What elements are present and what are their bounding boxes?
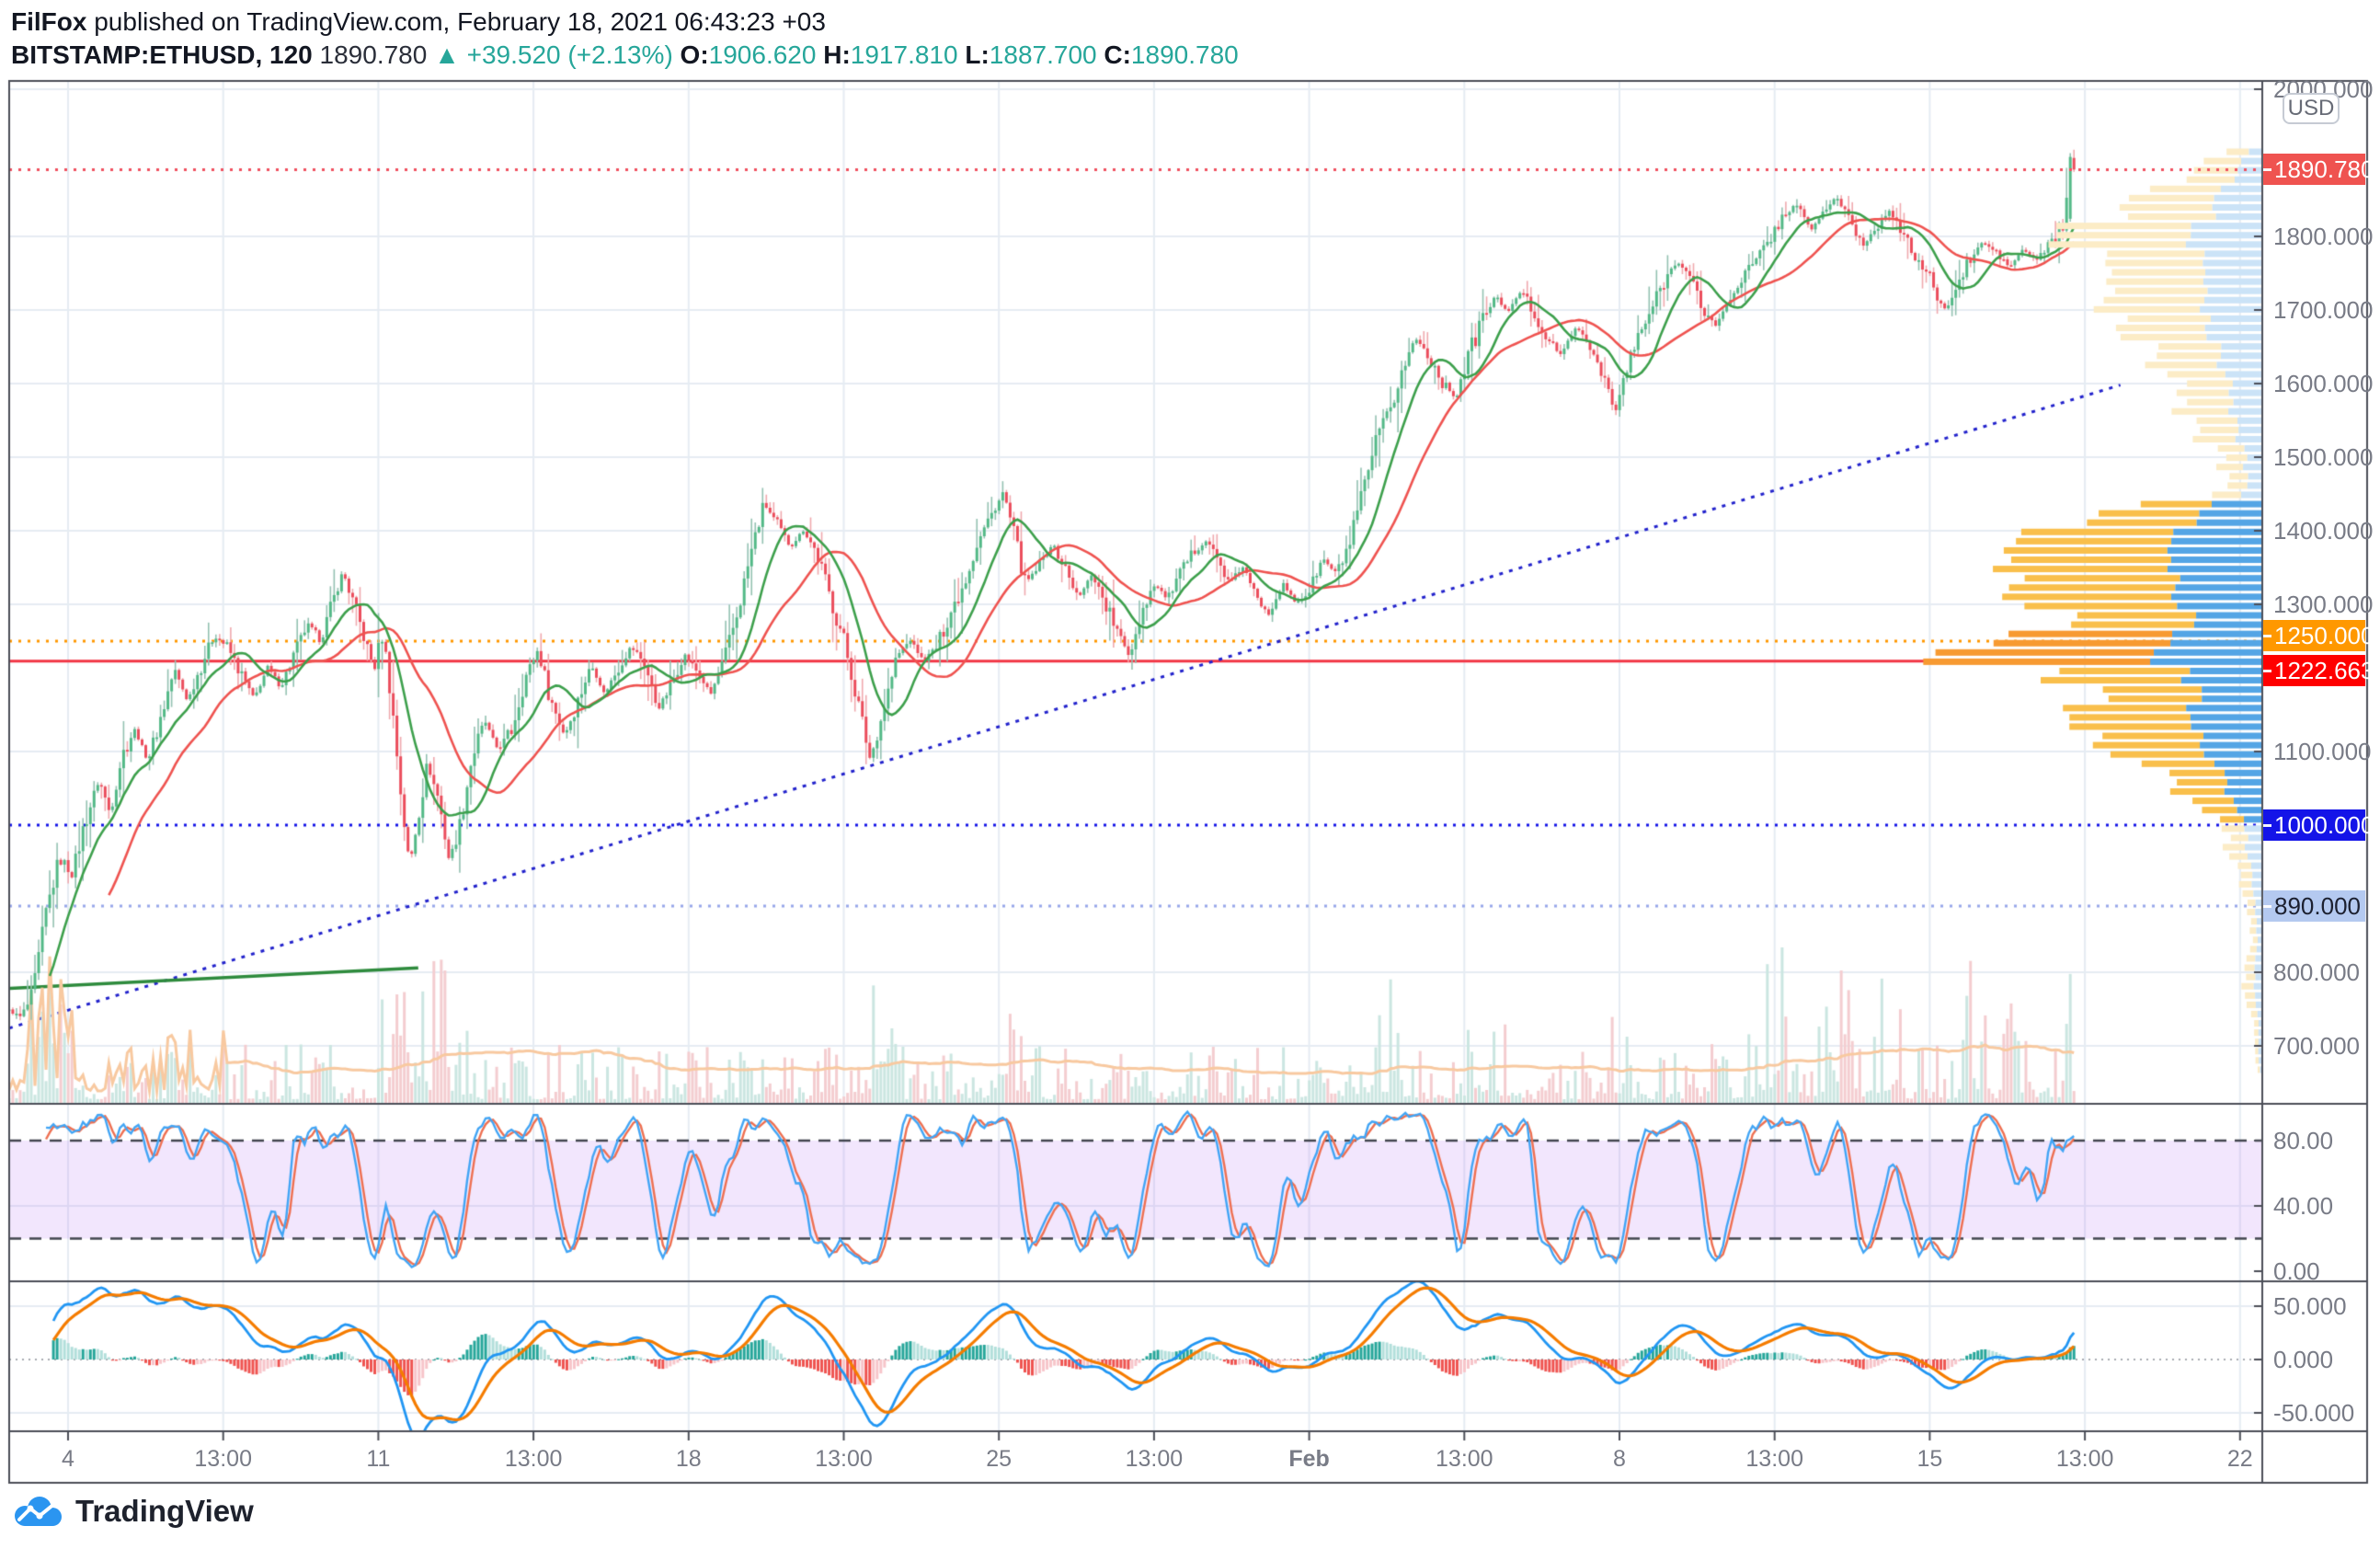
chip-tick-mark — [2263, 905, 2271, 908]
cloud-logo-icon — [15, 1497, 62, 1526]
open-label — [673, 40, 681, 69]
publish-note: published on TradingView.com, February 1… — [86, 7, 826, 36]
stoch-tick-label: 80.00 — [2273, 1127, 2334, 1154]
close-value: 1890.780 — [1130, 40, 1239, 69]
price-tick-label: 800.000 — [2273, 958, 2360, 986]
time-tick-label: 25 — [986, 1446, 1013, 1472]
price-tick-label: 1300.000 — [2273, 591, 2374, 618]
time-tick-label: 8 — [1613, 1446, 1626, 1472]
time-tick-label: 18 — [675, 1446, 702, 1472]
macd-pane[interactable] — [9, 1281, 2262, 1431]
price-change-value: ▲ +39.520 (+2.13%) — [434, 40, 673, 69]
time-tick-label: 13:00 — [1745, 1446, 1803, 1472]
time-tick-label: 15 — [1917, 1446, 1943, 1472]
time-tick-label: 13:00 — [194, 1446, 252, 1472]
time-tick-label: 13:00 — [504, 1446, 563, 1472]
price-tick-label: 1700.000 — [2273, 296, 2374, 324]
open-value: 1906.620 — [708, 40, 817, 69]
price-tick-label: 1600.000 — [2273, 370, 2374, 397]
tradingview-logo[interactable]: TradingView — [13, 1494, 254, 1529]
logo-text: TradingView — [75, 1494, 254, 1528]
chip-tick-mark — [2263, 669, 2271, 672]
stoch-tick-label: 40.00 — [2273, 1192, 2334, 1220]
price-pane[interactable] — [9, 81, 2262, 1104]
stoch-tick-label: 0.00 — [2273, 1257, 2320, 1285]
time-tick-label: 11 — [366, 1446, 391, 1472]
price-tick-label: 1800.000 — [2273, 223, 2374, 250]
time-tick-label: 13:00 — [1125, 1446, 1184, 1472]
author-name: FilFox — [11, 7, 87, 36]
currency-badge[interactable]: USD — [2283, 93, 2340, 124]
time-tick-label: 13:00 — [1436, 1446, 1493, 1472]
price-level-chip: 1890.780 — [2263, 154, 2374, 186]
high-value: 1917.810 — [850, 40, 958, 69]
price-tick-label: 1100.000 — [2273, 738, 2372, 765]
price-level-chip: 1222.663 — [2263, 654, 2374, 686]
macd-tick-label: 0.000 — [2273, 1346, 2334, 1373]
chip-tick-mark — [2263, 824, 2271, 827]
last-price-value: 1890.780 — [319, 40, 428, 69]
macd-tick-label: -50.000 — [2273, 1399, 2355, 1427]
chip-tick-mark — [2263, 168, 2271, 172]
publish-attribution: FilFox published on TradingView.com, Feb… — [11, 7, 826, 37]
price-tick-label: 1400.000 — [2273, 517, 2374, 545]
price-level-chip: 1250.000 — [2263, 620, 2374, 651]
price-tick-label: 700.000 — [2273, 1032, 2360, 1060]
price-tick-label: 1500.000 — [2273, 443, 2374, 471]
chip-tick-mark — [2263, 635, 2271, 637]
time-tick-label: 13:00 — [815, 1446, 873, 1472]
stochastic-pane[interactable] — [9, 1104, 2262, 1281]
price-level-chip: 890.000 — [2263, 890, 2365, 922]
time-tick-label: 13:00 — [2055, 1446, 2114, 1472]
symbol-title[interactable]: BITSTAMP:ETHUSD, 120 — [11, 40, 313, 69]
time-tick-label: 22 — [2226, 1446, 2253, 1472]
low-value: 1887.700 — [989, 40, 1097, 69]
time-tick-label: Feb — [1288, 1446, 1330, 1472]
last-price — [313, 40, 320, 69]
macd-tick-label: 50.000 — [2273, 1292, 2347, 1320]
symbol-status-line: BITSTAMP:ETHUSD, 120 1890.780 ▲ +39.520 … — [11, 40, 1239, 69]
price-change — [427, 40, 434, 69]
time-tick-label: 4 — [62, 1446, 74, 1472]
price-level-chip: 1000.000 — [2263, 809, 2374, 841]
